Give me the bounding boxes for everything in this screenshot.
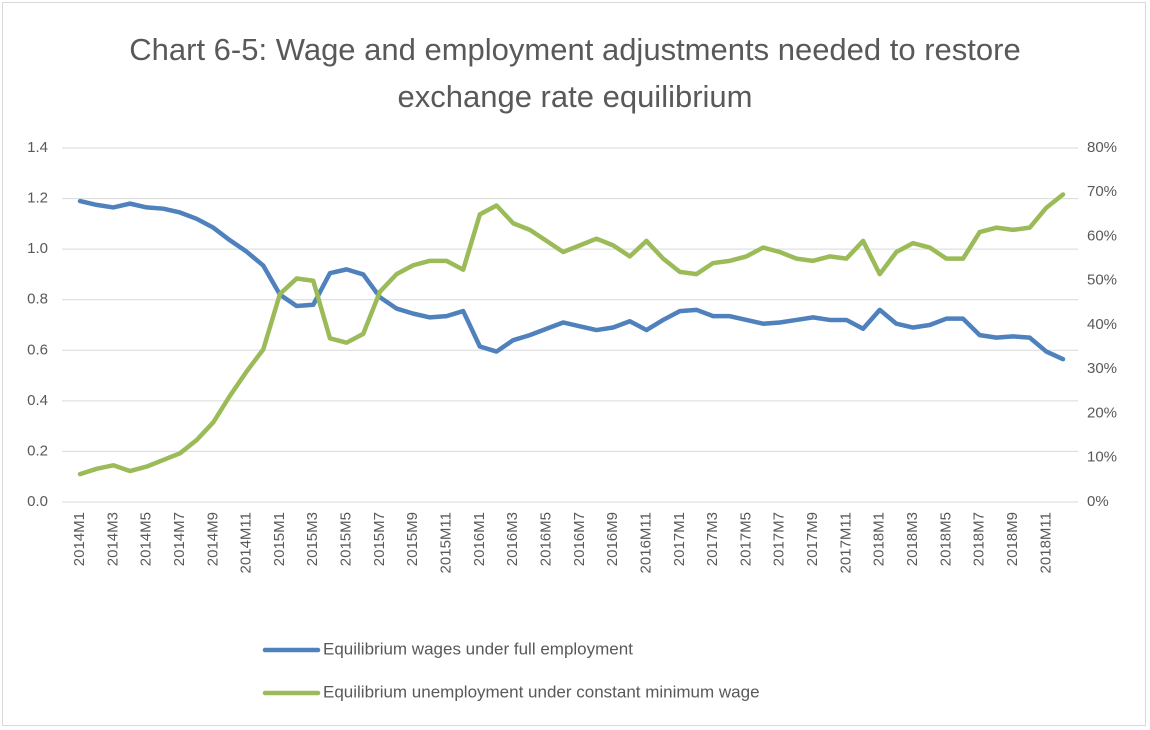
y-tick-label: 1.0 — [27, 240, 48, 257]
y-tick-label: 0.2 — [27, 442, 48, 459]
x-tick-label: 2018M3 — [904, 512, 921, 566]
series-line — [77, 192, 1066, 477]
x-tick-label: 2014M3 — [104, 512, 121, 566]
x-tick-label: 2017M9 — [804, 512, 821, 566]
x-tick-label: 2017M7 — [771, 512, 788, 566]
x-tick-label: 2017M5 — [737, 512, 754, 566]
x-tick-label: 2016M11 — [637, 512, 654, 573]
x-tick-label: 2014M1 — [71, 512, 88, 566]
x-tick-label: 2018M1 — [871, 512, 888, 566]
x-tick-label: 2018M11 — [1037, 512, 1054, 573]
x-tick-label: 2015M7 — [371, 512, 388, 566]
y2-tick-label: 40% — [1087, 316, 1117, 333]
y2-tick-label: 80% — [1087, 139, 1117, 156]
x-tick-label: 2014M9 — [204, 512, 221, 566]
x-tick-label: 2018M7 — [971, 512, 988, 566]
y-tick-label: 1.2 — [27, 190, 48, 207]
chart-title: Chart 6-5: Wage and employment adjustmen… — [129, 32, 1021, 114]
y2-tick-label: 30% — [1087, 360, 1117, 377]
x-tick-label: 2018M5 — [937, 512, 954, 566]
x-tick-label: 2016M7 — [571, 512, 588, 566]
x-tick-label: 2015M5 — [338, 512, 355, 566]
y-tick-label: 0.4 — [27, 392, 48, 409]
x-tick-label: 2018M9 — [1004, 512, 1021, 566]
y-tick-label: 0.0 — [27, 493, 48, 510]
y2-tick-label: 0% — [1087, 493, 1109, 510]
y2-tick-label: 70% — [1087, 183, 1117, 200]
x-tick-label: 2015M1 — [271, 512, 288, 566]
x-tick-label: 2017M11 — [837, 512, 854, 573]
legend-label: Equilibrium unemployment under constant … — [323, 682, 760, 701]
x-tick-label: 2014M11 — [238, 512, 255, 573]
y2-tick-label: 50% — [1087, 272, 1117, 289]
x-tick-label: 2014M5 — [138, 512, 155, 566]
y2-tick-label: 20% — [1087, 404, 1117, 421]
x-tick-label: 2015M11 — [438, 512, 455, 573]
x-tick-label: 2016M9 — [604, 512, 621, 566]
y-tick-label: 0.6 — [27, 341, 48, 358]
series-line — [77, 198, 1066, 362]
x-tick-label: 2017M3 — [704, 512, 721, 566]
x-tick-label: 2016M3 — [504, 512, 521, 566]
x-tick-label: 2015M9 — [404, 512, 421, 566]
legend-label: Equilibrium wages under full employment — [323, 639, 633, 658]
y-tick-label: 1.4 — [27, 139, 48, 156]
y2-tick-label: 60% — [1087, 227, 1117, 244]
x-tick-label: 2015M3 — [304, 512, 321, 566]
y-tick-label: 0.8 — [27, 291, 48, 308]
x-tick-label: 2017M1 — [671, 512, 688, 566]
x-tick-label: 2016M5 — [537, 512, 554, 566]
x-tick-label: 2014M7 — [171, 512, 188, 566]
x-tick-label: 2016M1 — [471, 512, 488, 566]
y2-tick-label: 10% — [1087, 449, 1117, 466]
